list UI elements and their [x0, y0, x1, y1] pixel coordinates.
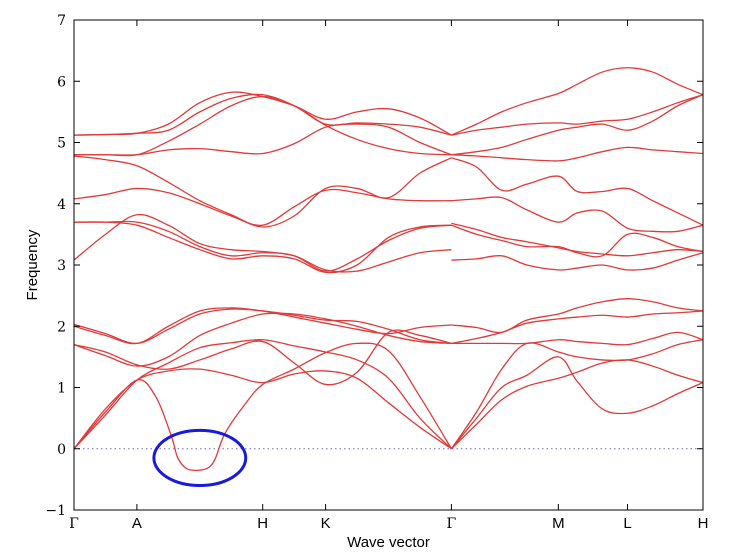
- x-tick-label: Γ: [447, 516, 457, 532]
- band-line-5: [74, 312, 452, 367]
- y-tick-label: 0: [57, 442, 66, 458]
- band-line-2: [74, 368, 452, 450]
- band-line-22: [451, 298, 703, 334]
- y-tick-label: −1: [45, 503, 66, 519]
- y-tick-label: 7: [57, 13, 66, 29]
- band-line-31: [451, 67, 703, 136]
- band-line-19: [450, 339, 703, 450]
- x-tick-label: L: [623, 515, 631, 532]
- band-line-9: [74, 220, 452, 272]
- band-line-18: [450, 359, 703, 450]
- band-line-12: [74, 155, 452, 228]
- band-line-14: [74, 95, 452, 157]
- x-tick-label: M: [552, 515, 565, 532]
- band-line-23: [451, 252, 703, 271]
- band-line-7: [74, 307, 452, 345]
- x-tick-label: Γ: [69, 516, 79, 532]
- y-tick-label: 5: [57, 136, 66, 152]
- y-axis-label: Frequency: [24, 229, 41, 300]
- x-tick-label: K: [321, 515, 331, 532]
- band-line-3: [74, 339, 452, 450]
- y-axis: −1 0 1 2 3 4 5 6 7: [45, 13, 703, 519]
- y-tick-label: 2: [57, 319, 66, 335]
- band-line-8: [74, 213, 452, 273]
- band-line-28: [451, 146, 703, 162]
- y-tick-label: 6: [57, 74, 66, 90]
- band-line-10: [74, 221, 452, 274]
- x-tick-label: A: [132, 515, 142, 532]
- band-line-25: [451, 222, 703, 257]
- band-line-16: [74, 91, 452, 136]
- y-tick-label: 4: [57, 197, 66, 213]
- band-line-11: [74, 187, 452, 227]
- x-tick-label: H: [698, 515, 709, 532]
- band-line-29: [451, 94, 703, 156]
- x-axis-label: Wave vector: [347, 534, 430, 551]
- band-line-17: [450, 356, 703, 450]
- band-line-30: [451, 94, 703, 136]
- imaginary-mode-highlight: [152, 428, 248, 487]
- y-tick-label: 1: [57, 381, 66, 397]
- band-line-21: [451, 310, 703, 345]
- band-line-24: [451, 224, 703, 258]
- band-line-20: [451, 331, 703, 346]
- band-line-26: [451, 196, 703, 233]
- band-line-1: [74, 342, 452, 472]
- x-tick-label: H: [257, 515, 268, 532]
- phonon-bands: [74, 67, 703, 472]
- band-line-4: [74, 329, 452, 386]
- band-line-27: [451, 157, 703, 226]
- y-tick-label: 3: [57, 258, 66, 274]
